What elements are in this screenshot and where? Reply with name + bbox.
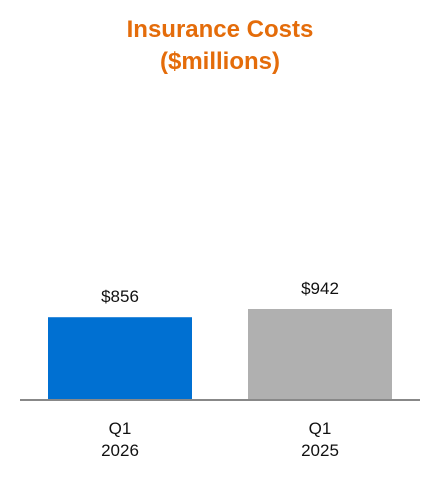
x-tick-label: Q1 2025 <box>301 419 339 460</box>
bar <box>48 317 192 399</box>
value-label: $856 <box>101 287 139 307</box>
value-label: $942 <box>301 279 339 298</box>
chart-title: Insurance Costs <box>126 16 314 43</box>
chart-subtitle: ($millions) <box>159 48 280 75</box>
bar <box>248 309 392 399</box>
x-tick-label: Q1 2026 <box>101 419 139 460</box>
